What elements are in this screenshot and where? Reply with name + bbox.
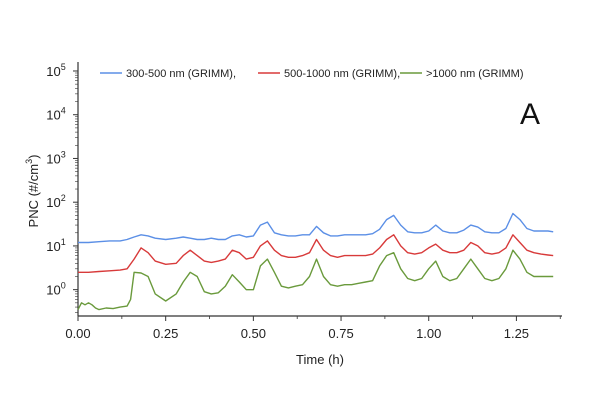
x-tick-label: 0.25 [153,326,178,341]
y-tick-label: 100 [46,281,65,298]
x-tick-label: 0.75 [328,326,353,341]
x-axis-label: Time (h) [296,352,344,367]
x-tick-label: 0.50 [241,326,266,341]
axes: 0.00 0.25 0.50 0.75 1.00 1.25 100 101 102 103 104 1… [24,62,562,367]
series-line-2 [78,234,554,273]
y-tick-label: 104 [46,106,65,123]
y-tick-label: 103 [46,149,65,166]
x-tick-label: 1.25 [504,326,529,341]
panel-label: A [520,98,540,131]
series-line-1 [78,212,554,244]
legend-label-1: 300-500 nm (GRIMM), [126,68,236,80]
series-layer [77,212,554,311]
y-tick-label: 102 [46,193,65,210]
y-tick-label: 101 [46,237,65,254]
y-axis-label: PNC (#/cm3) [24,155,41,228]
legend-label-3: >1000 nm (GRIMM) [426,68,524,80]
legend: 300-500 nm (GRIMM), 500-1000 nm (GRIMM), >… [100,68,524,80]
x-tick-label: 1.00 [416,326,441,341]
y-tick-label: 105 [46,62,65,79]
legend-label-2: 500-1000 nm (GRIMM), [284,68,400,80]
series-line-3 [77,249,554,311]
x-tick-label: 0.00 [65,326,90,341]
